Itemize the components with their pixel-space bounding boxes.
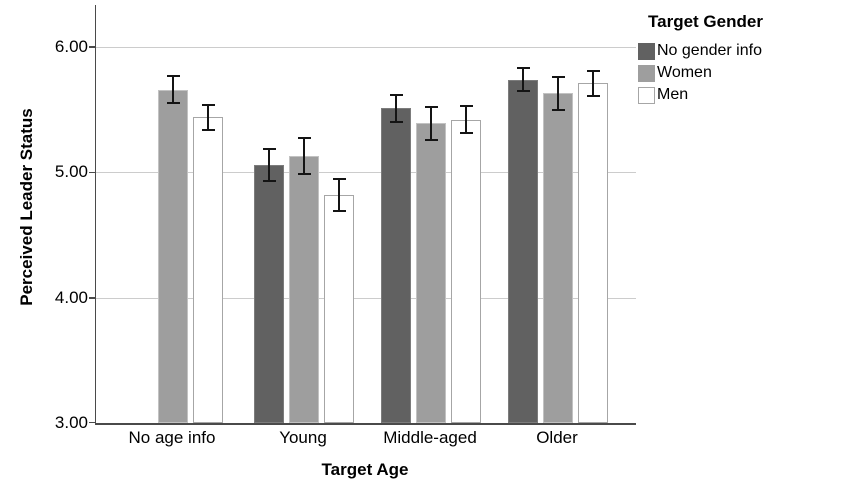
y-axis-tick — [89, 297, 95, 299]
error-bar — [465, 105, 467, 134]
y-tick-label-4: 4.00 — [54, 288, 88, 307]
error-bar-cap — [389, 93, 403, 96]
error-bar — [430, 107, 432, 140]
error-bar-cap — [586, 94, 600, 97]
error-bar-cap — [459, 104, 473, 107]
category-label-older: Older — [536, 428, 578, 447]
bar-middle-aged-no-gender-info — [381, 108, 411, 423]
bar-middle-aged-women — [416, 123, 446, 423]
legend-swatch-women — [638, 64, 655, 82]
bar-young-no-gender-info — [254, 164, 284, 423]
error-bar-cap — [166, 74, 180, 77]
legend-title: Target Gender — [648, 12, 763, 31]
error-bar — [557, 77, 559, 110]
gridline — [96, 172, 636, 174]
error-bar-cap — [424, 138, 438, 141]
error-bar-cap — [551, 108, 565, 111]
error-bar-cap — [516, 89, 530, 92]
error-bar-cap — [424, 106, 438, 109]
gridline — [96, 47, 636, 48]
legend-item-no-gender-info: No gender info — [638, 40, 843, 62]
error-bar — [207, 104, 209, 130]
bar-older-women — [543, 93, 573, 423]
error-bar-cap — [262, 180, 276, 183]
error-bar — [338, 178, 340, 212]
error-bar-cap — [201, 128, 215, 131]
category-label-middle-aged: Middle-aged — [383, 428, 477, 447]
bar-young-women — [289, 156, 319, 423]
error-bar — [303, 138, 305, 174]
legend-swatch-men — [638, 86, 655, 104]
legend-label-women: Women — [657, 64, 712, 81]
error-bar — [592, 70, 594, 96]
error-bar-cap — [297, 172, 311, 175]
bar-older-no-gender-info — [508, 79, 538, 423]
error-bar-cap — [262, 147, 276, 150]
y-axis-tick — [89, 421, 95, 423]
error-bar-cap — [516, 67, 530, 70]
legend-label-no-gender-info: No gender info — [657, 42, 762, 59]
legend-label-men: Men — [657, 86, 689, 103]
bar-no-age-info-men — [193, 117, 223, 423]
error-bar — [395, 94, 397, 123]
y-tick-label-5: 5.00 — [54, 162, 88, 181]
y-axis-title: Perceived Leader Status — [17, 108, 36, 306]
bar-young-men — [324, 194, 354, 423]
error-bar-cap — [586, 69, 600, 72]
error-bar-cap — [297, 137, 311, 140]
y-tick-label-6: 6.00 — [54, 37, 88, 56]
error-bar-cap — [332, 210, 346, 213]
error-bar-cap — [389, 121, 403, 124]
bar-no-age-info-women — [158, 89, 188, 423]
x-axis-title: Target Age — [321, 460, 409, 479]
legend-swatch-no-gender-info — [638, 42, 655, 60]
plot-area — [95, 5, 636, 425]
y-axis-tick — [89, 46, 95, 48]
error-bar-cap — [459, 132, 473, 135]
error-bar — [522, 68, 524, 91]
error-bar-cap — [551, 76, 565, 79]
gridline — [96, 297, 636, 299]
category-label-no-age-info: No age info — [128, 428, 216, 447]
bar-older-men — [578, 83, 608, 423]
error-bar-cap — [201, 103, 215, 106]
legend-item-women: Women — [638, 62, 843, 84]
error-bar — [172, 75, 174, 104]
category-label-young: Young — [279, 428, 327, 447]
legend-item-men: Men — [638, 84, 843, 106]
error-bar — [268, 148, 270, 182]
bar-middle-aged-men — [451, 119, 481, 423]
y-axis-tick — [89, 171, 95, 173]
error-bar-cap — [166, 102, 180, 105]
legend: Target Gender No gender info Women Men — [638, 10, 843, 106]
error-bar-cap — [332, 177, 346, 180]
y-tick-label-3: 3.00 — [54, 413, 88, 432]
